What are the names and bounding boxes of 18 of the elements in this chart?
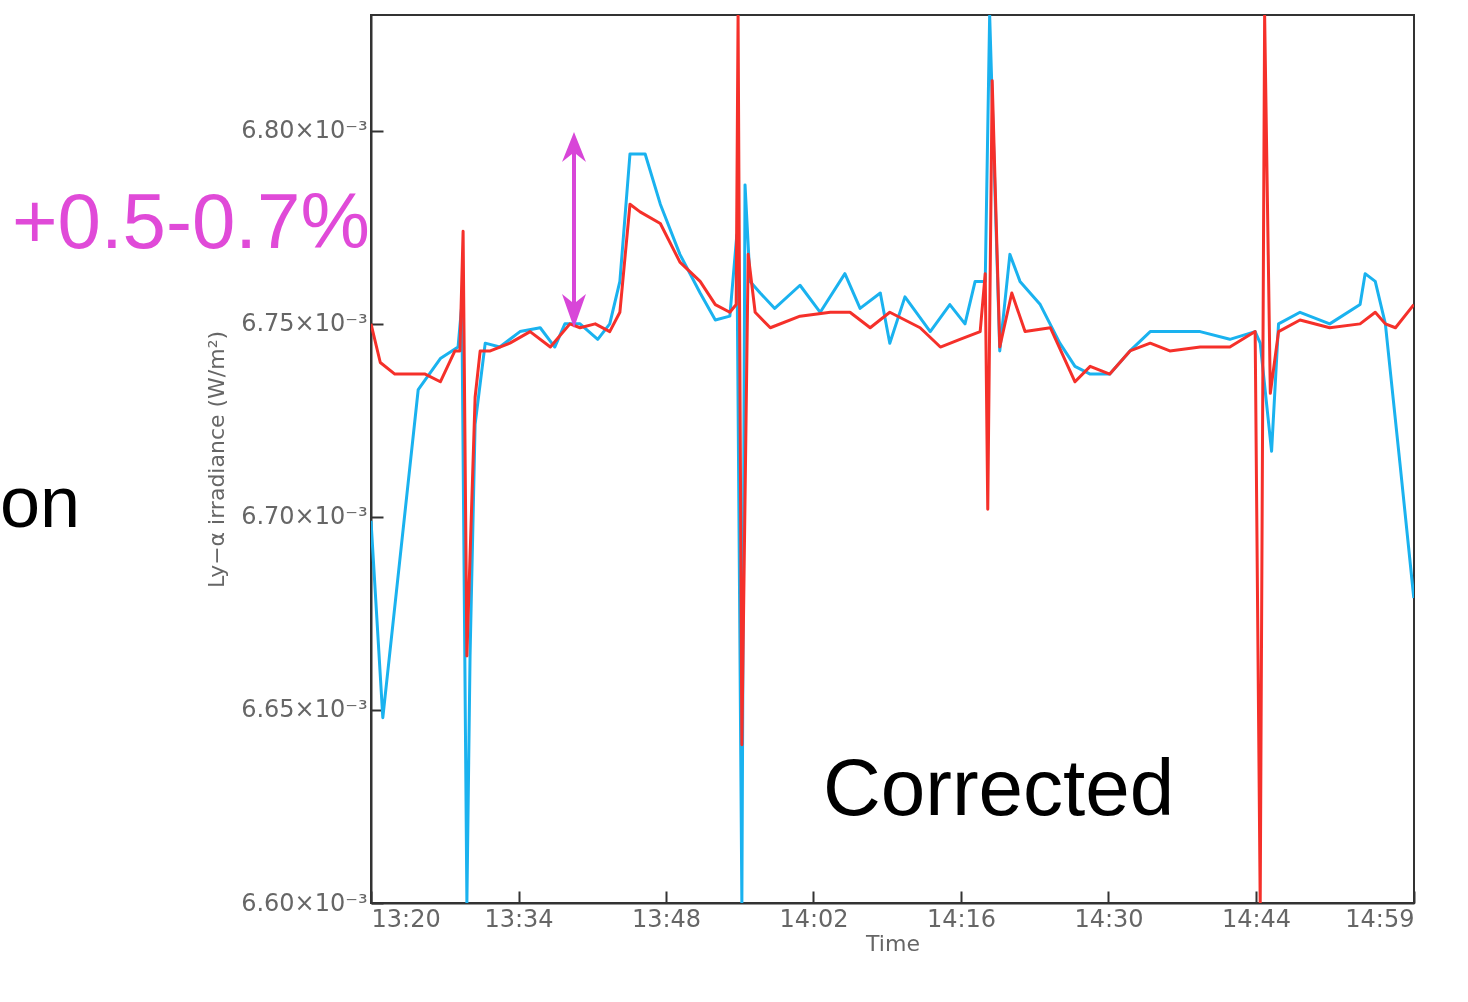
y-tick-label: 6.60×10⁻³ xyxy=(241,888,368,917)
x-tick-label: 14:59 xyxy=(1345,904,1415,933)
y-tick-label: 6.65×10⁻³ xyxy=(241,695,368,724)
x-axis-title: Time xyxy=(865,930,920,956)
annotation: Corrected xyxy=(823,743,1175,832)
text: +0.5-0.7% xyxy=(12,177,370,265)
x-tick-label: 14:16 xyxy=(926,904,997,933)
text: on xyxy=(0,462,81,542)
y-tick-label: 6.70×10⁻³ xyxy=(241,502,368,531)
x-tick-label: 14:30 xyxy=(1074,904,1144,933)
x-tick-label: 13:20 xyxy=(371,904,441,933)
y-tick-label: 6.75×10⁻³ xyxy=(241,309,368,338)
x-tick-label: 14:02 xyxy=(779,904,849,933)
y-tick-label: 6.80×10⁻³ xyxy=(241,116,368,145)
x-tick-label: 13:48 xyxy=(631,904,702,933)
y-axis-title: Ly−α irradiance (W/m²) xyxy=(204,330,230,589)
x-tick-label: 13:34 xyxy=(484,904,554,933)
x-tick-label: 14:44 xyxy=(1221,904,1292,933)
